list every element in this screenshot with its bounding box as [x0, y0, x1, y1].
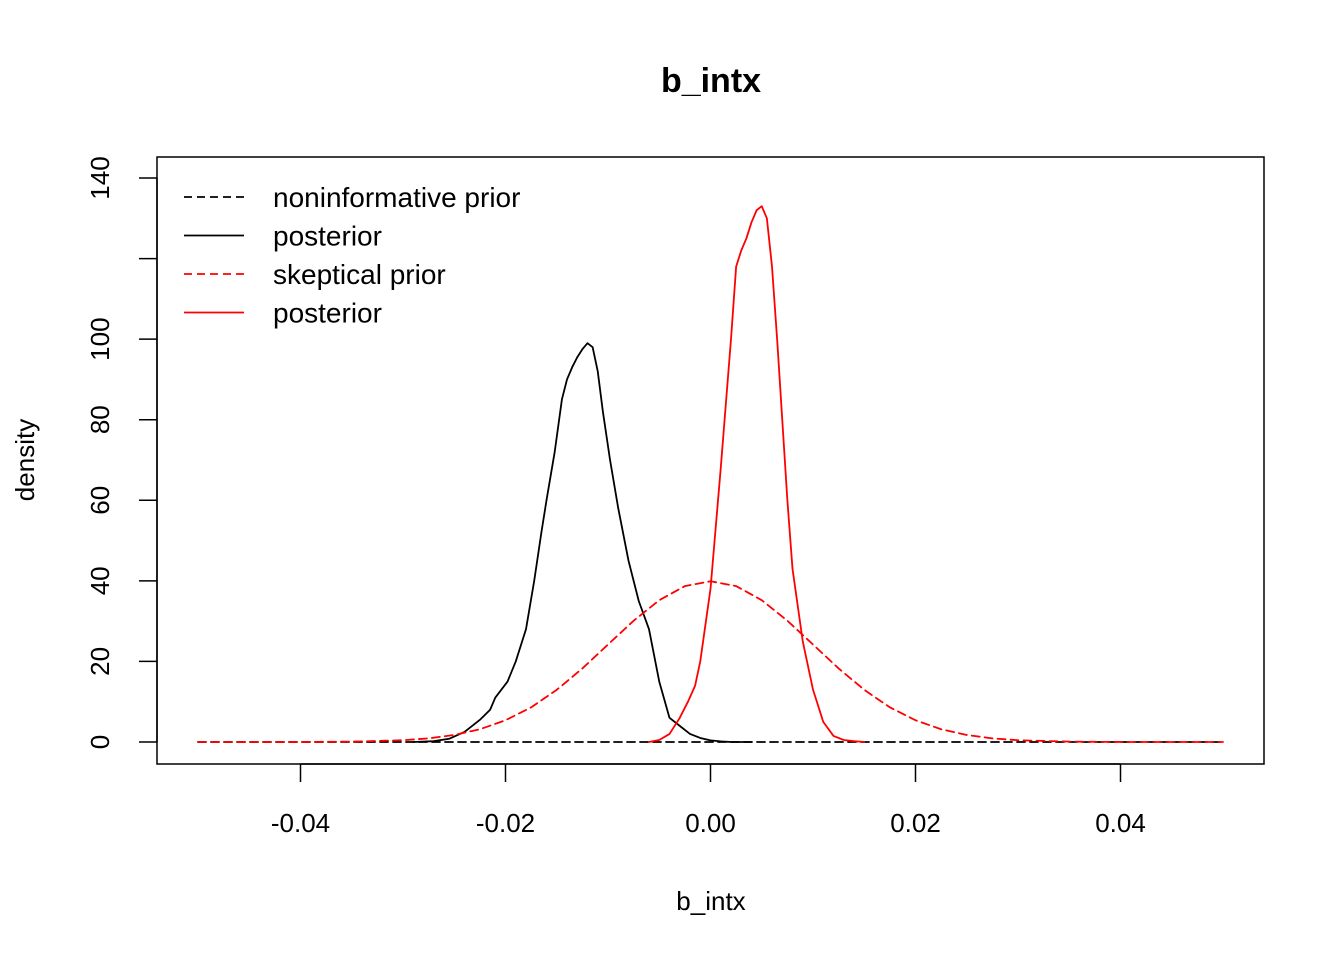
x-tick-label: -0.02: [476, 808, 535, 838]
y-tick-label: 20: [85, 647, 115, 676]
x-tick-label: 0.04: [1095, 808, 1146, 838]
x-tick-label: 0.02: [890, 808, 941, 838]
legend-label: noninformative prior: [273, 182, 520, 213]
chart-title: b_intx: [661, 62, 761, 100]
series-line-2: [197, 580, 1224, 743]
y-tick-label: 140: [85, 156, 115, 199]
x-tick-label: 0.00: [685, 808, 736, 838]
y-tick-label: 60: [85, 486, 115, 515]
legend: noninformative prior posterior skeptical p…: [184, 182, 520, 329]
legend-label: skeptical prior: [273, 259, 446, 290]
series-line-1: [412, 342, 753, 743]
y-tick-label: 100: [85, 317, 115, 360]
legend-label: posterior: [273, 221, 382, 252]
y-axis: 0 20 40 60 80 100 140: [85, 156, 158, 749]
y-tick-label: 80: [85, 405, 115, 434]
y-tick-label: 40: [85, 566, 115, 595]
y-tick-label: 0: [85, 735, 115, 749]
x-axis-label: b_intx: [676, 886, 745, 916]
x-tick-label: -0.04: [271, 808, 330, 838]
y-axis-label: density: [10, 419, 40, 501]
legend-label: posterior: [273, 298, 382, 329]
x-axis: -0.04 -0.02 0.00 0.02 0.04: [271, 763, 1146, 838]
series-layer: [197, 205, 1224, 743]
series-line-3: [648, 205, 866, 743]
